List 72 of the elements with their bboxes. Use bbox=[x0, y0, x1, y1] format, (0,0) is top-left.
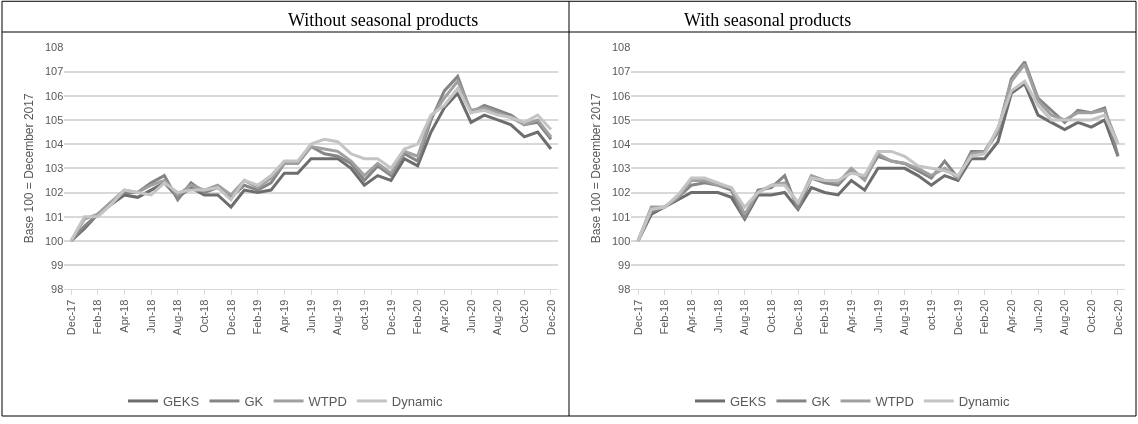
y-tick-label: 100 bbox=[45, 234, 64, 247]
x-tick-label: Aug-19 bbox=[331, 299, 344, 336]
y-tick-label: 104 bbox=[45, 137, 64, 150]
y-axis-title: Base 100 = December 2017 bbox=[22, 93, 37, 244]
x-tick-label: Feb-20 bbox=[978, 299, 991, 335]
y-tick-label: 102 bbox=[612, 186, 631, 199]
y-tick-label: 108 bbox=[45, 41, 64, 54]
x-tick-label: Oct-18 bbox=[197, 299, 210, 333]
x-tick-label: Oct-20 bbox=[1084, 299, 1097, 333]
x-tick-label: Jun-20 bbox=[464, 299, 477, 334]
y-tick-label: 107 bbox=[45, 65, 64, 78]
y-tick-label: 99 bbox=[51, 258, 64, 271]
y-tick-label: 98 bbox=[51, 283, 64, 296]
y-tick-label: 103 bbox=[612, 162, 631, 175]
x-tick-label: Jun-18 bbox=[711, 299, 724, 334]
x-tick-label: Feb-20 bbox=[411, 299, 424, 335]
x-tick-label: Aug-18 bbox=[738, 299, 751, 336]
y-tick-label: 106 bbox=[45, 89, 64, 102]
legend-label: Dynamic bbox=[958, 394, 1010, 410]
y-tick-label: 107 bbox=[612, 65, 631, 78]
x-tick-label: Dec-20 bbox=[544, 299, 557, 336]
x-tick-label: Jun-19 bbox=[871, 299, 884, 334]
x-tick-label: Feb-18 bbox=[91, 299, 104, 335]
y-tick-label: 101 bbox=[612, 210, 631, 223]
x-tick-label: Oct-20 bbox=[517, 299, 530, 333]
x-tick-label: Feb-19 bbox=[818, 299, 831, 335]
chart-title: With seasonal products bbox=[684, 10, 852, 30]
x-tick-label: Aug-20 bbox=[1058, 299, 1071, 336]
y-tick-label: 103 bbox=[45, 162, 64, 175]
x-tick-label: Aug-18 bbox=[171, 299, 184, 336]
x-tick-label: Dec-19 bbox=[951, 299, 964, 336]
x-tick-label: Aug-19 bbox=[898, 299, 911, 336]
legend-label: GK bbox=[811, 394, 831, 410]
legend-label: GEKS bbox=[163, 394, 200, 410]
x-tick-label: Aug-20 bbox=[491, 299, 504, 336]
x-tick-label: Dec-18 bbox=[224, 299, 237, 336]
x-tick-label: oct-19 bbox=[357, 299, 370, 331]
y-tick-label: 105 bbox=[612, 113, 631, 126]
y-tick-label: 98 bbox=[618, 283, 631, 296]
y-tick-label: 101 bbox=[45, 210, 64, 223]
y-axis-title: Base 100 = December 2017 bbox=[589, 93, 604, 244]
y-tick-label: 102 bbox=[45, 186, 64, 199]
x-tick-label: Jun-18 bbox=[144, 299, 157, 334]
legend-label: WTPD bbox=[308, 394, 347, 410]
x-tick-label: Apr-18 bbox=[684, 299, 697, 333]
legend-label: WTPD bbox=[875, 394, 914, 410]
x-tick-label: Feb-18 bbox=[658, 299, 671, 335]
x-tick-label: Apr-19 bbox=[277, 299, 290, 333]
x-tick-label: Dec-17 bbox=[631, 299, 644, 336]
x-tick-label: Dec-18 bbox=[791, 299, 804, 336]
legend-label: GK bbox=[244, 394, 264, 410]
chart-title: Without seasonal products bbox=[288, 10, 479, 30]
x-tick-label: Feb-19 bbox=[251, 299, 264, 335]
x-tick-label: Dec-20 bbox=[1111, 299, 1124, 336]
y-tick-label: 104 bbox=[612, 137, 631, 150]
x-tick-label: Dec-17 bbox=[64, 299, 77, 336]
x-tick-label: Oct-18 bbox=[764, 299, 777, 333]
y-tick-label: 106 bbox=[612, 89, 631, 102]
x-tick-label: Dec-19 bbox=[384, 299, 397, 336]
y-tick-label: 108 bbox=[612, 41, 631, 54]
x-tick-label: Apr-20 bbox=[1004, 299, 1017, 333]
y-tick-label: 100 bbox=[612, 234, 631, 247]
x-tick-label: oct-19 bbox=[924, 299, 937, 331]
x-tick-label: Jun-19 bbox=[304, 299, 317, 334]
legend-label: GEKS bbox=[730, 394, 767, 410]
x-tick-label: Jun-20 bbox=[1031, 299, 1044, 334]
x-tick-label: Apr-18 bbox=[117, 299, 130, 333]
x-tick-label: Apr-19 bbox=[844, 299, 857, 333]
legend-label: Dynamic bbox=[391, 394, 443, 410]
y-tick-label: 105 bbox=[45, 113, 64, 126]
y-tick-label: 99 bbox=[618, 258, 631, 271]
x-tick-label: Apr-20 bbox=[437, 299, 450, 333]
